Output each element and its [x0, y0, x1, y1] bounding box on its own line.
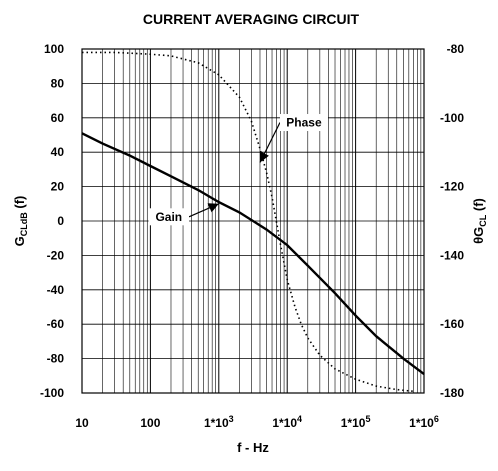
x-tick-label: 100 — [140, 416, 160, 430]
y-axis-right-label: θGCL (f) — [471, 198, 488, 244]
y-left-tick-label: 20 — [51, 180, 65, 194]
x-axis-ticks: 10 100 1*103 1*104 1*105 1*106 — [75, 414, 439, 430]
y-left-label-main: G — [12, 236, 27, 246]
series-layer — [81, 51, 425, 393]
series-line-gain — [81, 132, 425, 376]
y-left-tick-label: 100 — [44, 42, 64, 56]
y-left-label-sub: CLdB — [19, 212, 29, 236]
y-left-tick-label: -80 — [47, 352, 65, 366]
y-left-tick-label: -60 — [47, 317, 65, 331]
annotation-arrowhead — [207, 203, 219, 213]
y-left-tick-label: 60 — [51, 111, 65, 125]
y-left-tick-label: 80 — [51, 76, 65, 90]
y-right-tick-label: -180 — [440, 386, 464, 400]
annotation-label-gain: Gain — [155, 210, 182, 224]
y-right-tick-label: -140 — [440, 248, 464, 262]
y-left-tick-label: -20 — [47, 248, 65, 262]
y-right-tick-label: -120 — [440, 180, 464, 194]
y-axis-left-label: GCLdB (f) — [12, 196, 29, 247]
y-left-tick-label: 40 — [51, 145, 65, 159]
y-right-label-suffix: (f) — [471, 198, 486, 215]
plot-frame — [81, 48, 425, 394]
x-axis-label: f - Hz — [237, 440, 269, 455]
y-left-tick-label: -100 — [40, 386, 64, 400]
x-tick-exp: 5 — [365, 414, 370, 424]
x-tick-label: 1*104 — [272, 414, 302, 430]
y-right-tick-label: -160 — [440, 317, 464, 331]
annotation-layer: Phase Gain — [148, 114, 328, 226]
x-tick-exp: 6 — [434, 414, 439, 424]
y-right-tick-label: -80 — [447, 42, 465, 56]
x-tick-exp: 3 — [229, 414, 234, 424]
x-tick-base: 1*10 — [409, 416, 434, 430]
y-left-tick-label: 0 — [57, 214, 64, 228]
x-tick-label: 10 — [75, 416, 89, 430]
x-tick-base: 1*10 — [341, 416, 366, 430]
y-left-tick-label: -40 — [47, 283, 65, 297]
y-right-label-sub: CL — [478, 214, 488, 226]
y-right-tick-label: -100 — [440, 111, 464, 125]
x-tick-label: 1*105 — [341, 414, 371, 430]
annotation-label-bg — [148, 208, 189, 226]
x-tick-base: 1*10 — [204, 416, 229, 430]
grid — [81, 48, 425, 394]
chart-title: CURRENT AVERAGING CIRCUIT — [143, 11, 360, 27]
x-tick-base: 1*10 — [272, 416, 297, 430]
y-left-label-suffix: (f) — [12, 196, 27, 213]
x-tick-exp: 4 — [297, 414, 302, 424]
y-right-label-prefix: θG — [471, 227, 486, 244]
y-axis-right-ticks: -80 -100 -120 -140 -160 -180 — [440, 42, 464, 400]
annotation-arrowhead — [260, 151, 269, 163]
annotation-label-phase: Phase — [286, 116, 322, 130]
y-axis-left-ticks: 100 80 60 40 20 0 -20 -40 -60 -80 -100 — [40, 42, 64, 400]
x-tick-label: 1*106 — [409, 414, 439, 430]
series-line-phase — [82, 51, 414, 393]
x-tick-label: 1*103 — [204, 414, 234, 430]
annotation-label-bg — [279, 114, 328, 132]
